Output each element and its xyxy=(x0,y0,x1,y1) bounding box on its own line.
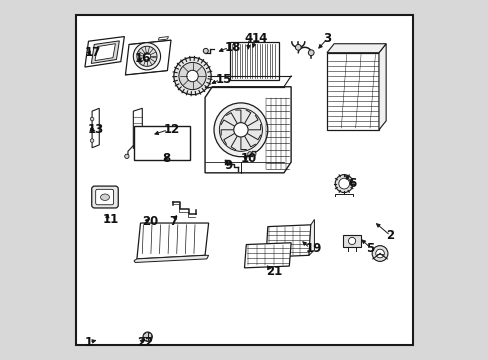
Circle shape xyxy=(247,152,251,156)
Text: 12: 12 xyxy=(163,123,180,136)
Ellipse shape xyxy=(101,194,109,201)
Circle shape xyxy=(124,154,129,158)
Text: 20: 20 xyxy=(142,215,158,228)
Polygon shape xyxy=(326,44,386,53)
Text: 15: 15 xyxy=(215,73,232,86)
Polygon shape xyxy=(137,223,208,259)
Circle shape xyxy=(173,135,180,143)
Circle shape xyxy=(214,103,267,157)
Circle shape xyxy=(295,44,301,50)
Polygon shape xyxy=(244,243,290,268)
Circle shape xyxy=(165,135,172,143)
Circle shape xyxy=(219,108,262,151)
Polygon shape xyxy=(265,225,310,257)
Circle shape xyxy=(371,246,387,261)
Text: 4: 4 xyxy=(244,32,252,45)
Circle shape xyxy=(375,249,384,258)
Circle shape xyxy=(172,144,179,151)
Polygon shape xyxy=(308,220,314,255)
Polygon shape xyxy=(204,87,290,173)
Polygon shape xyxy=(158,37,168,40)
Polygon shape xyxy=(95,44,115,60)
Circle shape xyxy=(90,139,94,142)
Text: 2: 2 xyxy=(386,229,393,242)
Polygon shape xyxy=(171,147,180,152)
Circle shape xyxy=(186,70,198,82)
Bar xyxy=(134,126,190,160)
Text: 22: 22 xyxy=(137,336,153,348)
Text: 3: 3 xyxy=(323,32,331,45)
Text: 11: 11 xyxy=(102,213,119,226)
Text: 8: 8 xyxy=(162,152,170,165)
Circle shape xyxy=(143,53,150,60)
Text: 14: 14 xyxy=(251,32,267,45)
Circle shape xyxy=(174,57,211,95)
Text: 9: 9 xyxy=(224,159,233,172)
Circle shape xyxy=(90,128,94,132)
Polygon shape xyxy=(92,108,99,148)
Text: 5: 5 xyxy=(366,242,374,255)
Bar xyxy=(230,42,278,80)
Circle shape xyxy=(251,152,255,156)
Text: 17: 17 xyxy=(85,46,101,59)
Circle shape xyxy=(133,42,160,70)
Circle shape xyxy=(90,117,94,121)
Circle shape xyxy=(203,48,208,53)
Polygon shape xyxy=(378,44,386,130)
Circle shape xyxy=(167,137,171,141)
Circle shape xyxy=(338,178,349,189)
Circle shape xyxy=(348,237,355,244)
FancyBboxPatch shape xyxy=(96,189,113,205)
FancyBboxPatch shape xyxy=(92,186,118,208)
Text: 19: 19 xyxy=(305,242,321,255)
Polygon shape xyxy=(133,108,142,148)
Circle shape xyxy=(179,62,206,90)
Polygon shape xyxy=(326,53,378,130)
Text: 18: 18 xyxy=(224,41,241,54)
Circle shape xyxy=(137,46,157,66)
Circle shape xyxy=(181,135,188,143)
Text: 7: 7 xyxy=(169,215,177,228)
Polygon shape xyxy=(91,41,119,63)
Circle shape xyxy=(335,175,352,193)
Text: 16: 16 xyxy=(135,51,151,64)
Bar xyxy=(343,235,360,247)
Polygon shape xyxy=(134,255,208,262)
Text: 13: 13 xyxy=(88,123,104,136)
Circle shape xyxy=(183,137,187,141)
Polygon shape xyxy=(85,37,124,67)
Polygon shape xyxy=(125,40,171,75)
Circle shape xyxy=(233,123,247,137)
Circle shape xyxy=(175,137,179,141)
Text: 21: 21 xyxy=(265,265,282,278)
Circle shape xyxy=(142,332,152,341)
Text: 1: 1 xyxy=(85,336,93,348)
Text: 6: 6 xyxy=(348,177,356,190)
Text: 10: 10 xyxy=(241,152,257,165)
Circle shape xyxy=(308,50,313,55)
